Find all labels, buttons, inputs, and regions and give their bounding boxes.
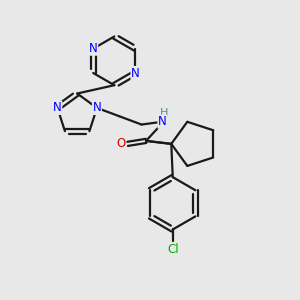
Text: Cl: Cl [167, 243, 178, 256]
Text: N: N [131, 67, 140, 80]
Text: N: N [53, 101, 62, 114]
Text: N: N [93, 101, 101, 114]
Text: H: H [160, 108, 168, 118]
Text: O: O [116, 137, 126, 150]
Text: N: N [158, 115, 167, 128]
Text: N: N [89, 42, 98, 55]
